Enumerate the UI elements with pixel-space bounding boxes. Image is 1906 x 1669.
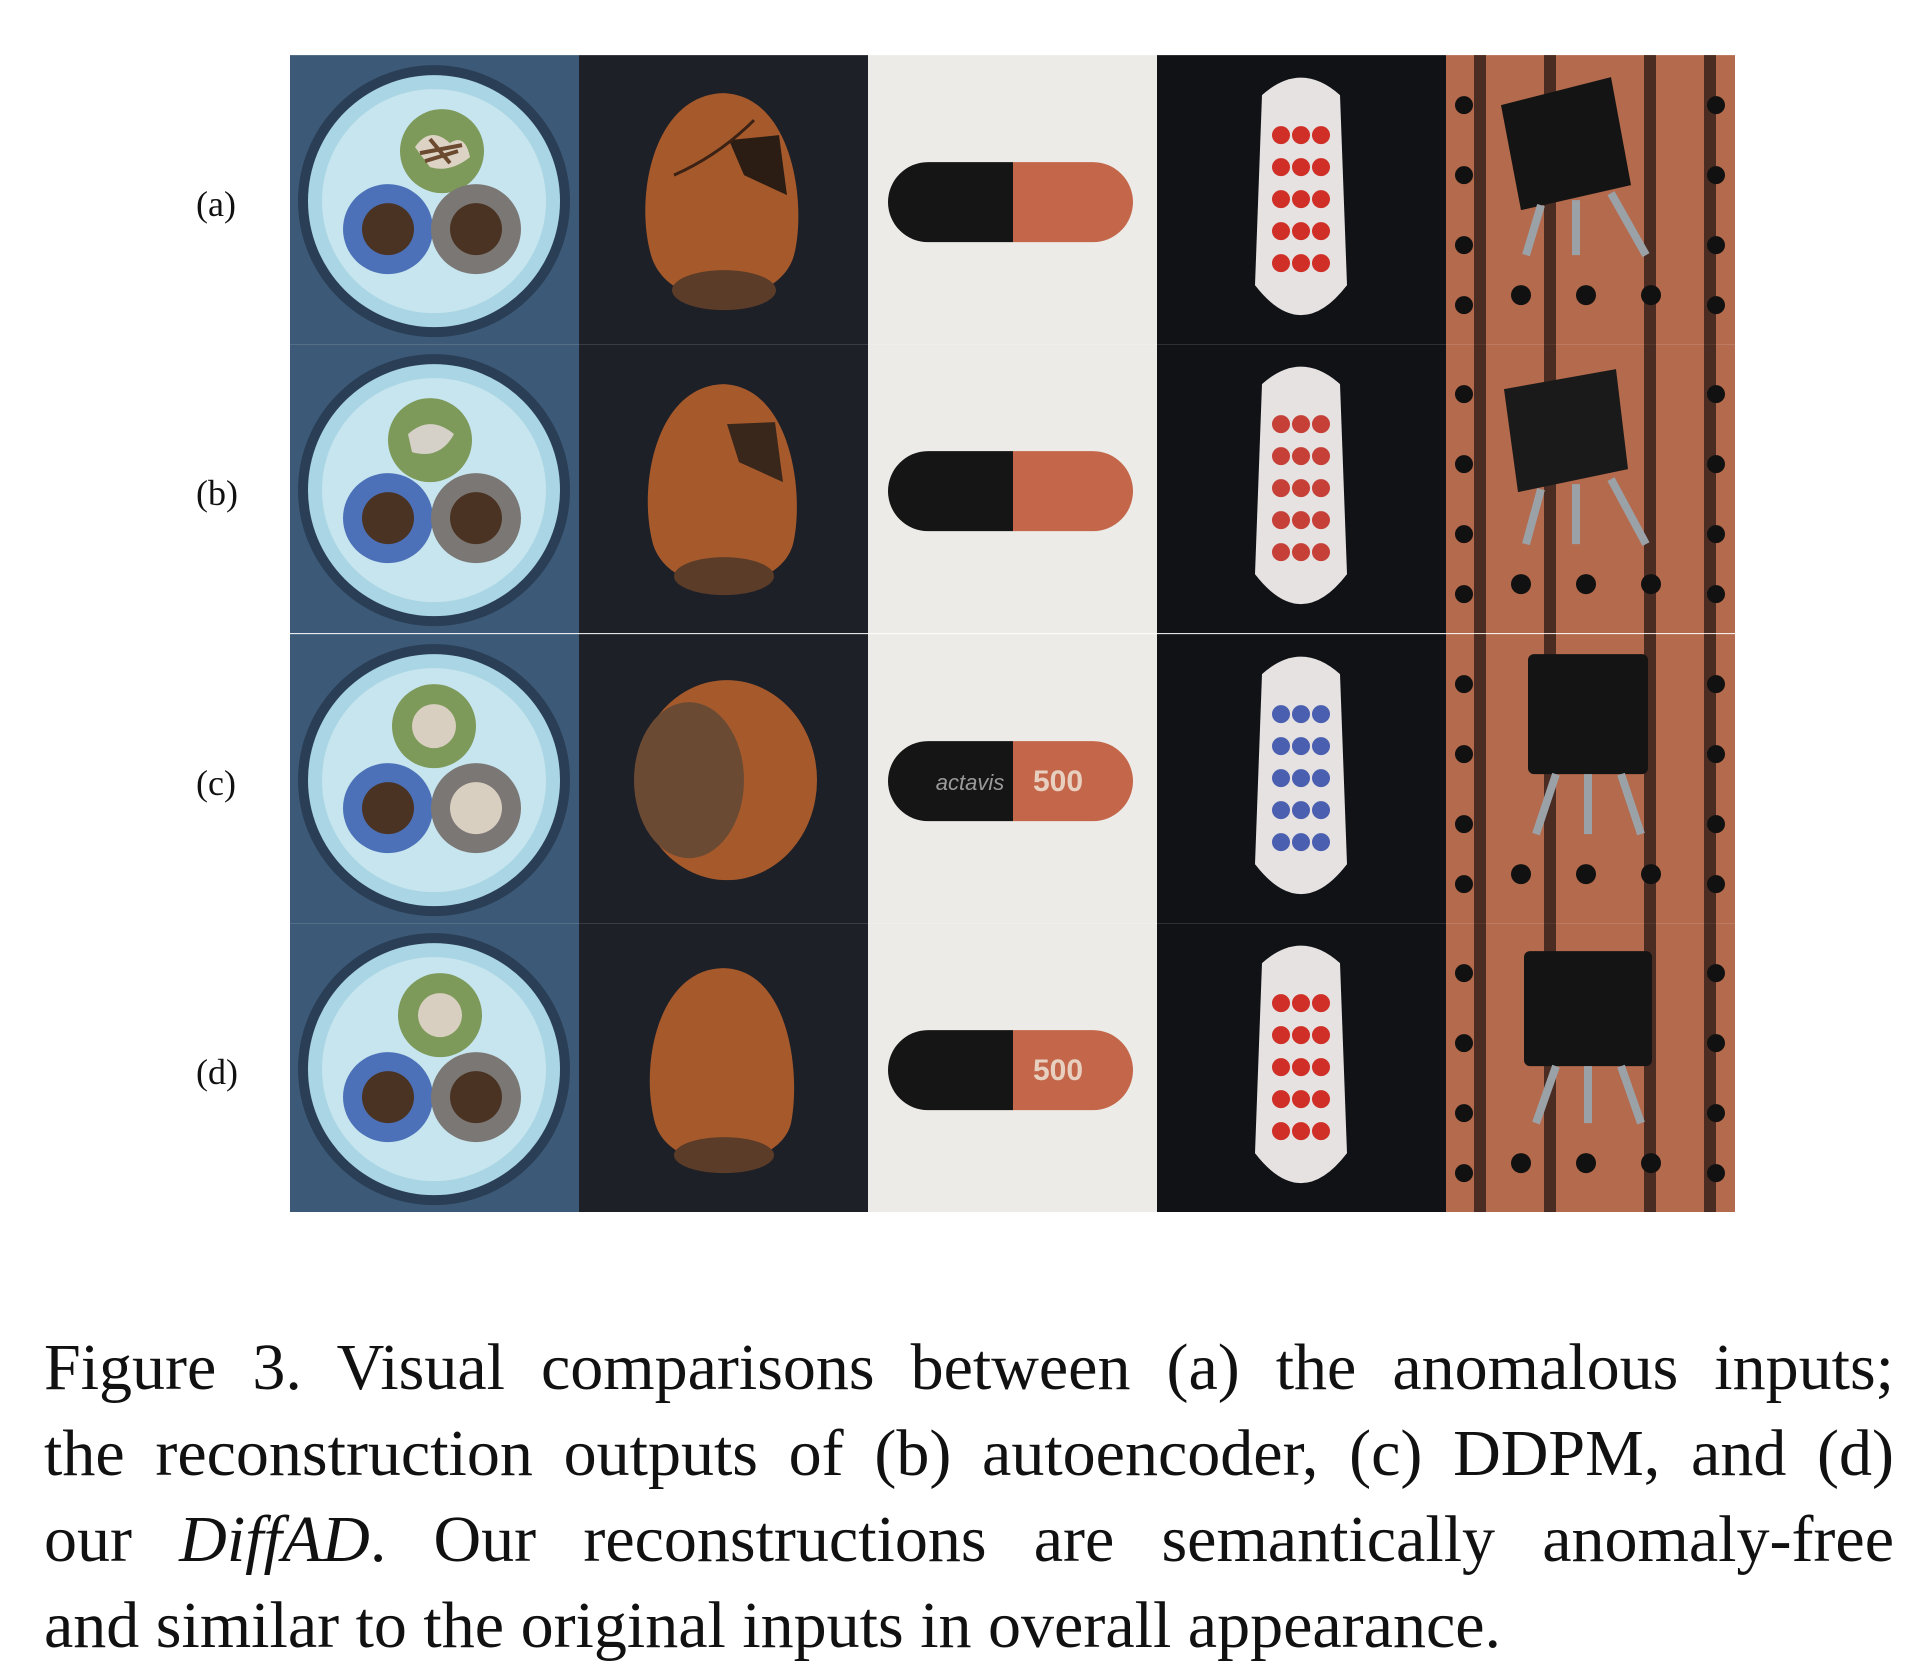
caption-line-2: the reconstruction outputs of (b) autoen…	[44, 1417, 1894, 1490]
image-grid: actavis 500	[290, 55, 1735, 1212]
capsule-print-500-c: 500	[1033, 765, 1083, 798]
transistor-image-c	[1446, 633, 1735, 923]
hazelnut-image-c	[579, 633, 868, 923]
method-name: DiffAD	[179, 1503, 370, 1576]
caption-line-4: and similar to the original inputs in ov…	[44, 1589, 1502, 1662]
cable-image-a	[290, 55, 579, 345]
capsule-image-b	[868, 344, 1157, 634]
cable-image-d	[290, 922, 579, 1212]
transistor-image-a	[1446, 55, 1735, 345]
capsule-print-500-d: 500	[1033, 1054, 1083, 1087]
caption-line-3-suffix: . Our reconstructions are semantically a…	[369, 1503, 1894, 1576]
capsule-image-c: actavis 500	[868, 633, 1157, 923]
cable-image-c	[290, 633, 579, 923]
capsule-image-a	[868, 55, 1157, 345]
row-label-d: (d)	[196, 1052, 238, 1092]
transistor-image-b	[1446, 344, 1735, 634]
hazelnut-image-d	[579, 922, 868, 1212]
figure-caption: Figure 3. Visual comparisons between (a)…	[44, 1325, 1894, 1669]
caption-line-1: Figure 3. Visual comparisons between (a)…	[44, 1331, 1894, 1404]
toothbrush-image-d	[1157, 922, 1446, 1212]
toothbrush-image-a	[1157, 55, 1446, 345]
row-label-a: (a)	[196, 184, 236, 224]
capsule-print-actavis: actavis	[936, 770, 1004, 795]
capsule-image-d: 500	[868, 922, 1157, 1212]
caption-line-3: our DiffAD. Our reconstructions are sema…	[44, 1497, 1894, 1583]
hazelnut-image-b	[579, 344, 868, 634]
row-label-b: (b)	[196, 473, 238, 513]
transistor-image-d	[1446, 922, 1735, 1212]
cable-image-b	[290, 344, 579, 634]
hazelnut-image-a	[579, 55, 868, 345]
row-label-c: (c)	[196, 763, 236, 803]
toothbrush-image-b	[1157, 344, 1446, 634]
figure-3: (a) (b) (c) (d)	[196, 55, 1735, 1212]
toothbrush-image-c	[1157, 633, 1446, 923]
caption-line-3-prefix: our	[44, 1503, 180, 1576]
